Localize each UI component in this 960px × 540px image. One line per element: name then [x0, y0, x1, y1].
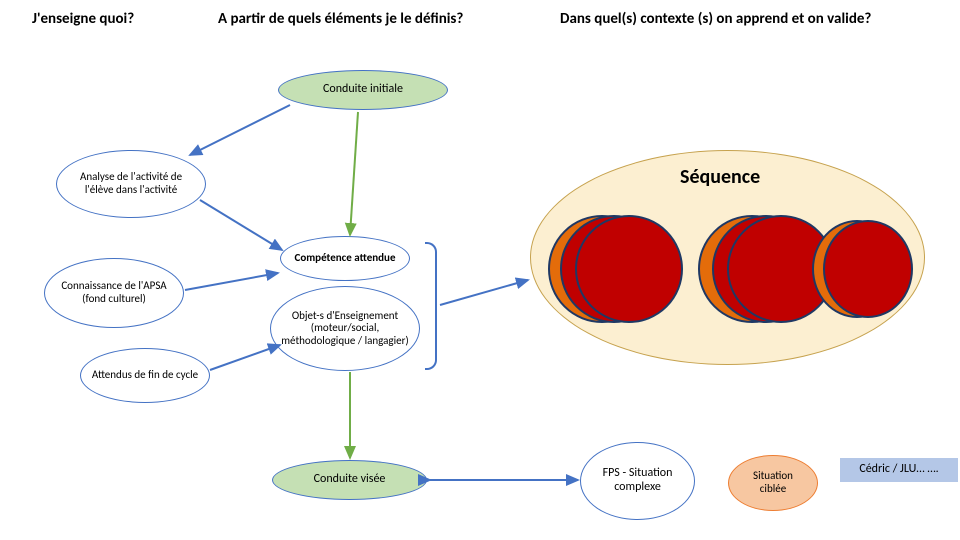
header-left: J'enseigne quoi?	[32, 10, 134, 28]
bracket	[425, 242, 437, 370]
header-right: Dans quel(s) contexte (s) on apprend et …	[560, 10, 871, 28]
conduite-visee-node: Conduite visée	[272, 460, 427, 500]
competence-node: Compétence attendue	[280, 236, 410, 281]
blob-c2	[823, 220, 913, 318]
conduite-initiale-node: Conduite initiale	[278, 70, 448, 110]
cedric-box: Cédric / JLU… ….	[840, 458, 958, 482]
blob-a3	[575, 215, 683, 323]
fps-node: FPS - Situation complexe	[580, 442, 695, 520]
header-mid: A partir de quels éléments je le définis…	[218, 10, 463, 28]
objets-node: Objet-s d'Enseignement (moteur/social, m…	[270, 286, 420, 371]
attendus-node: Attendus de fin de cycle	[80, 348, 210, 403]
situation-ciblee-node: Situation ciblée	[728, 455, 818, 511]
sequence-label: Séquence	[680, 165, 760, 189]
connaissance-node: Connaissance de l'APSA (fond culturel)	[44, 258, 184, 328]
analyse-node: Analyse de l'activité de l'élève dans l'…	[56, 150, 206, 218]
